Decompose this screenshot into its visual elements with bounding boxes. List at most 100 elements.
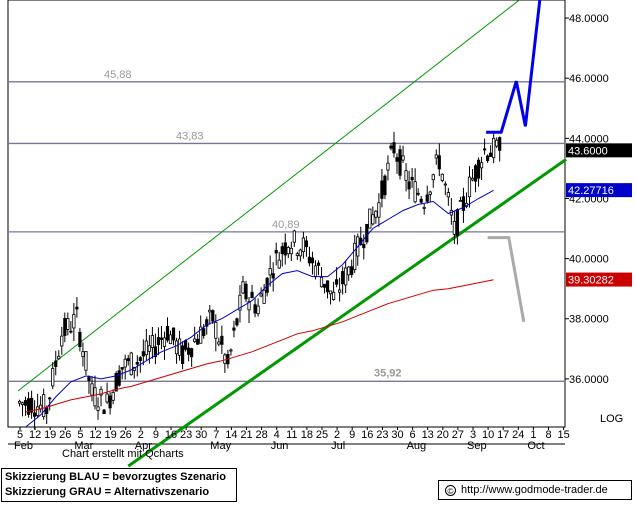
x-tick-label: 3 <box>470 429 476 441</box>
candle-body <box>190 348 194 358</box>
candle-body <box>184 340 188 350</box>
x-tick-label: 23 <box>180 429 192 441</box>
candle-body <box>78 331 82 348</box>
candle-body <box>39 404 43 410</box>
chart-credit: Chart erstellt mit Qcharts <box>62 448 184 460</box>
candle-body <box>214 321 218 339</box>
candle-body <box>331 291 336 301</box>
y-tick-label: 40.0000 <box>569 254 609 266</box>
price-tag <box>566 183 632 198</box>
x-tick-label: 6 <box>410 429 416 441</box>
candle-body <box>199 326 203 344</box>
candle-body <box>407 181 411 190</box>
x-tick-label: 19 <box>104 429 116 441</box>
candle-body <box>386 162 390 171</box>
candle-body <box>102 409 106 415</box>
candle-body <box>368 208 372 229</box>
x-tick-label: 26 <box>59 429 71 441</box>
candle-body <box>90 383 94 396</box>
candle-body <box>193 338 197 342</box>
candle-body <box>256 305 260 315</box>
candle-body <box>144 340 148 356</box>
candle-body <box>392 142 396 154</box>
candle-body <box>286 247 290 255</box>
candle-body <box>268 268 272 276</box>
candle-body <box>310 257 315 264</box>
website-credit[interactable]: © http://www.godmode-trader.de <box>438 480 632 500</box>
candle-body <box>338 289 342 293</box>
price-tag-label: 42.27716 <box>568 185 614 197</box>
candle-body <box>69 330 73 333</box>
candle-body <box>208 309 212 313</box>
candle-body <box>404 170 408 181</box>
candle-body <box>33 412 37 417</box>
y-tick-label: 48.0000 <box>569 13 609 25</box>
candle-body <box>187 347 191 355</box>
candle-body <box>211 310 215 322</box>
candle-body <box>419 198 423 203</box>
candle-body <box>431 174 435 181</box>
x-tick-label: 27 <box>452 429 464 441</box>
copyright-icon: © <box>445 484 456 496</box>
candle-body <box>398 149 402 176</box>
candle-body <box>99 388 103 396</box>
candle-body <box>374 210 378 218</box>
x-tick-label: 14 <box>225 429 237 441</box>
candle-body <box>129 352 133 376</box>
candle-body <box>36 406 40 417</box>
candle-body <box>232 327 236 331</box>
candle-body <box>422 207 426 209</box>
candle-body <box>223 354 227 364</box>
x-tick-label: 8 <box>545 429 551 441</box>
month-label: May <box>210 440 231 452</box>
candle-body <box>205 319 209 327</box>
candle-body <box>335 279 339 285</box>
month-label: Apr <box>135 440 152 452</box>
candle-body <box>365 223 369 243</box>
candle-body <box>319 276 324 288</box>
candle-body <box>434 154 438 159</box>
candle-body <box>470 177 475 181</box>
candle-body <box>60 335 64 347</box>
y-tick-label: 44.0000 <box>569 133 609 145</box>
candle-body <box>168 334 173 345</box>
candle-body <box>489 152 493 157</box>
candle-body <box>17 400 22 404</box>
candle-body <box>467 176 472 198</box>
candle-body <box>81 351 85 357</box>
candle-body <box>196 338 200 345</box>
month-label: Jun <box>271 440 289 452</box>
candle-body <box>380 180 384 199</box>
candle-body <box>492 137 496 159</box>
candle-body <box>479 162 484 169</box>
candle-body <box>347 266 351 276</box>
candle-body <box>241 281 245 294</box>
candle-body <box>362 244 366 249</box>
website-url[interactable]: http://www.godmode-trader.de <box>461 484 608 496</box>
candle-body <box>325 280 330 293</box>
candle-body <box>482 148 487 151</box>
candle-body <box>292 230 296 243</box>
candle-body <box>486 155 490 161</box>
candle-body <box>274 249 278 254</box>
candle-body <box>428 191 432 195</box>
x-tick-label: 19 <box>44 429 56 441</box>
candle-body <box>410 176 414 181</box>
candle-body <box>93 387 97 407</box>
level-label: 45,88 <box>104 69 132 81</box>
candle-body <box>238 294 242 311</box>
scenario-legend: Skizzierung BLAU = bevorzugtes Szenario … <box>1 468 237 502</box>
candle-body <box>156 337 161 345</box>
gray-scenario-path <box>487 236 526 323</box>
x-tick-label: 7 <box>213 429 219 441</box>
month-label: Jul <box>331 440 345 452</box>
month-label: Sep <box>467 440 487 452</box>
candle-body <box>29 397 34 413</box>
candle-body <box>54 360 58 367</box>
candle-body <box>72 314 76 329</box>
candle-body <box>217 341 221 345</box>
x-tick-label: 28 <box>255 429 267 441</box>
x-tick-label: 30 <box>195 429 207 441</box>
candle-body <box>84 351 88 371</box>
candle-body <box>383 175 387 196</box>
